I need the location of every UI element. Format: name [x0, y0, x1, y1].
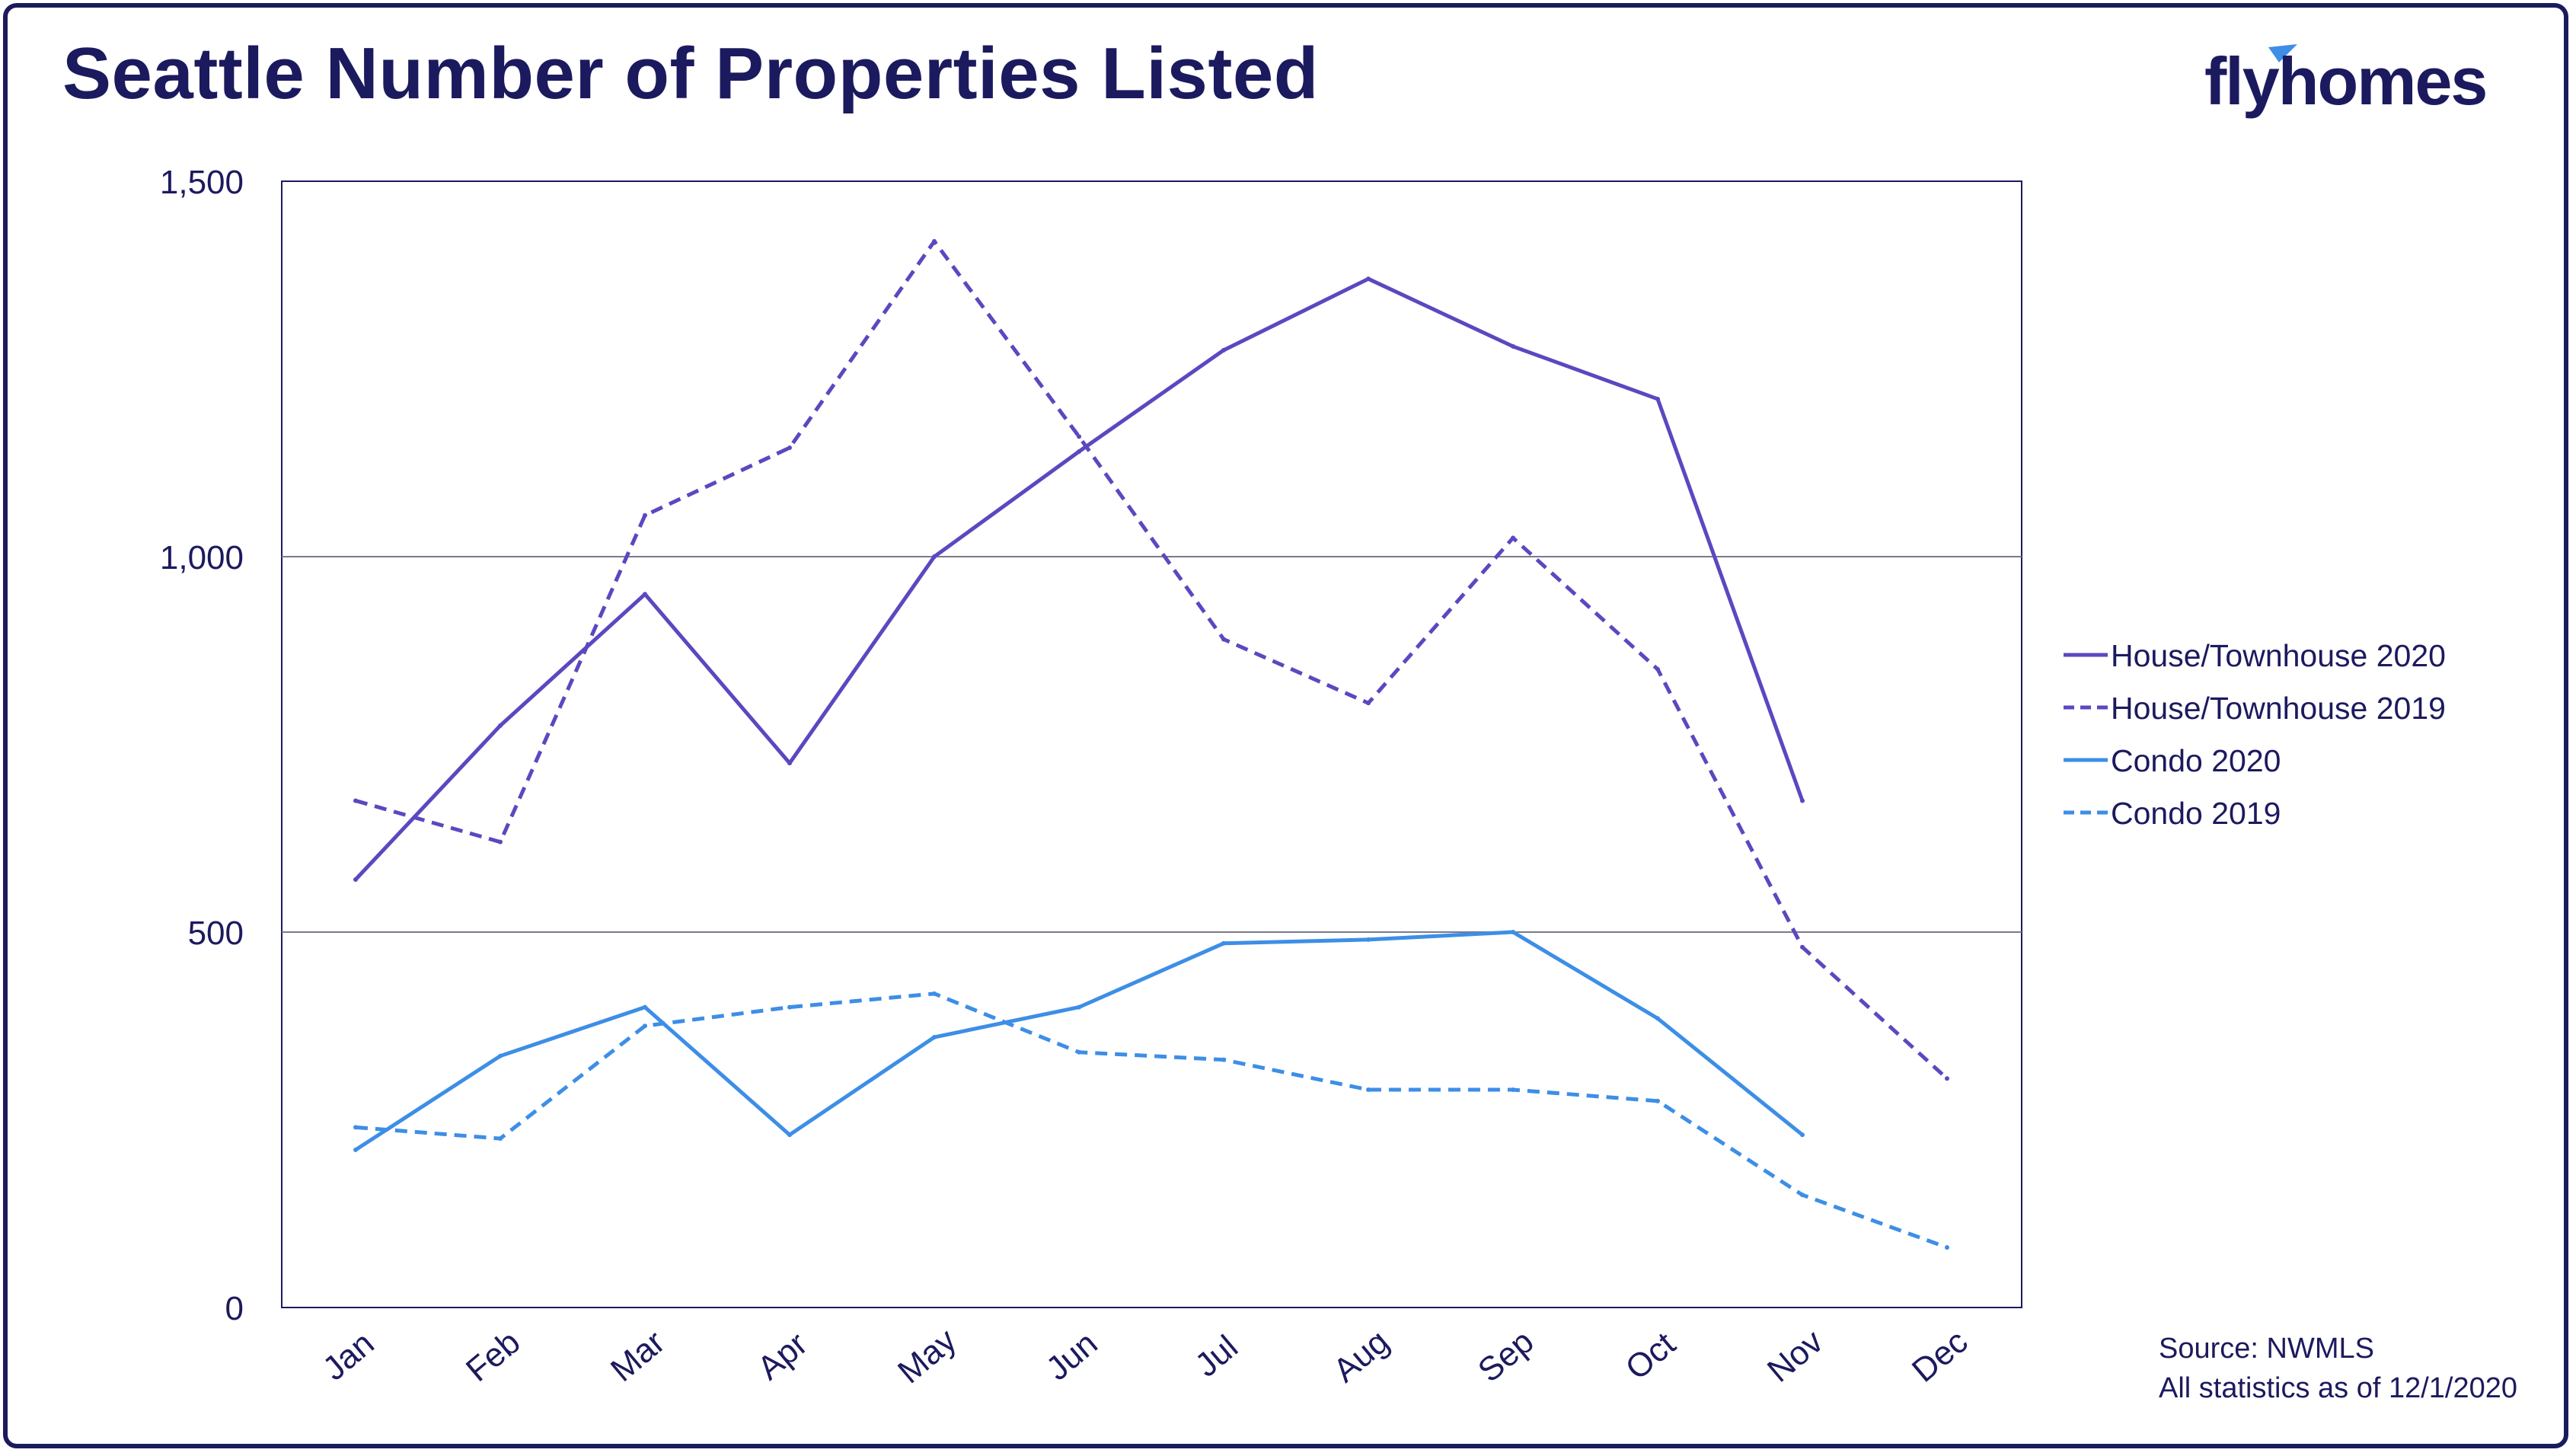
data-point	[932, 1035, 937, 1040]
data-point	[1800, 1132, 1805, 1138]
series-line	[355, 991, 1948, 1250]
data-point	[1655, 396, 1660, 401]
legend-label: Condo 2019	[2111, 796, 2281, 831]
data-point	[1511, 1087, 1515, 1093]
source-note: Source: NWMLS All statistics as of 12/1/…	[2159, 1329, 2517, 1408]
logo-mark-icon	[2268, 44, 2297, 62]
x-tick-label: Apr	[751, 1325, 815, 1387]
x-tick-label: Jul	[1188, 1328, 1245, 1384]
data-point	[1511, 930, 1515, 934]
y-tick-label: 0	[225, 1290, 244, 1327]
data-point	[498, 1136, 503, 1141]
data-point	[787, 445, 792, 451]
y-tick-label: 1,000	[160, 539, 244, 576]
data-point	[1366, 701, 1371, 706]
series-line	[354, 276, 1805, 881]
x-tick-label: Dec	[1905, 1323, 1974, 1390]
legend-label: House/Townhouse 2019	[2111, 691, 2446, 726]
y-tick-label: 1,500	[160, 164, 244, 201]
legend-label: House/Townhouse 2020	[2111, 638, 2446, 673]
x-tick-label: Mar	[604, 1323, 672, 1389]
x-tick-label: Aug	[1326, 1323, 1396, 1390]
grid-layer	[281, 180, 2022, 1308]
data-point	[1800, 798, 1805, 803]
x-tick-label: Nov	[1760, 1323, 1830, 1390]
data-point	[932, 238, 937, 244]
data-point	[1077, 449, 1081, 454]
data-point	[1945, 1076, 1949, 1081]
legend: House/Townhouse 2020 House/Townhouse 2019…	[2064, 638, 2446, 831]
data-point	[643, 512, 647, 518]
data-point	[1511, 343, 1515, 349]
data-point	[1655, 1098, 1660, 1103]
data-point	[1366, 937, 1371, 942]
data-point	[353, 1125, 358, 1130]
data-point	[1221, 347, 1226, 353]
data-point	[498, 723, 503, 728]
series-line	[355, 239, 1949, 1081]
chart-frame	[3, 3, 2568, 1448]
x-tick-label: Jan	[316, 1324, 381, 1387]
series-line	[354, 930, 1804, 1152]
data-point	[353, 876, 358, 882]
data-point	[1655, 666, 1660, 672]
data-point	[353, 1147, 358, 1152]
data-point	[1511, 535, 1515, 541]
data-point	[643, 592, 647, 597]
data-point	[1077, 434, 1081, 439]
data-point	[1077, 1004, 1081, 1010]
x-tick-label: Sep	[1471, 1323, 1540, 1390]
data-point	[1800, 944, 1805, 950]
data-point	[787, 761, 792, 766]
x-tick-label: May	[891, 1321, 963, 1391]
data-point	[353, 798, 358, 803]
data-point	[932, 991, 937, 996]
source-label: Source: NWMLS	[2159, 1333, 2374, 1365]
data-point	[1655, 1016, 1660, 1021]
data-point	[498, 1053, 503, 1058]
data-point	[643, 1004, 647, 1010]
data-point	[498, 839, 503, 845]
data-point	[1945, 1245, 1949, 1250]
x-tick-label: Jun	[1039, 1324, 1105, 1387]
data-point	[643, 1023, 647, 1029]
legend-label: Condo 2020	[2111, 743, 2281, 778]
data-point	[787, 1132, 792, 1138]
flyhomes-logo: flyhomes	[2204, 43, 2488, 119]
x-tick-label: Feb	[459, 1323, 528, 1389]
y-tick-label: 500	[188, 915, 244, 952]
data-point	[1366, 1087, 1371, 1093]
statistics-date: All statistics as of 12/1/2020	[2159, 1372, 2518, 1404]
data-point	[1221, 1057, 1226, 1062]
plot-border	[281, 180, 2022, 1308]
data-point	[787, 1004, 792, 1010]
x-tick-label: Oct	[1619, 1325, 1683, 1387]
axis-layer: 0 500 1,000 1,500 Jan Feb Mar Apr May Jun Jul Aug Se…	[160, 164, 1975, 1391]
data-point	[1077, 1049, 1081, 1055]
data-point	[1221, 940, 1226, 946]
data-point	[1221, 637, 1226, 642]
data-point	[1800, 1193, 1805, 1198]
series-layer	[353, 238, 1949, 1250]
data-point	[1366, 276, 1371, 282]
chart-title: Seattle Number of Properties Listed	[62, 33, 1319, 114]
data-point	[932, 554, 937, 559]
